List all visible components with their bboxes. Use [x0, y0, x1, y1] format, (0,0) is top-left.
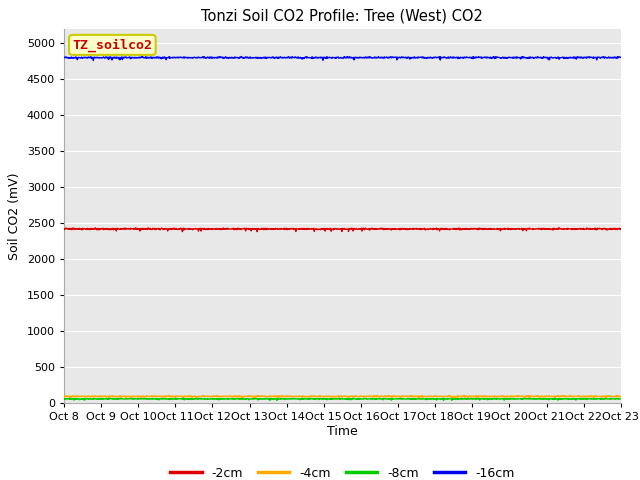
- Y-axis label: Soil CO2 (mV): Soil CO2 (mV): [8, 172, 21, 260]
- Legend: -2cm, -4cm, -8cm, -16cm: -2cm, -4cm, -8cm, -16cm: [165, 462, 520, 480]
- Title: Tonzi Soil CO2 Profile: Tree (West) CO2: Tonzi Soil CO2 Profile: Tree (West) CO2: [202, 9, 483, 24]
- X-axis label: Time: Time: [327, 425, 358, 438]
- Text: TZ_soilco2: TZ_soilco2: [72, 38, 152, 51]
